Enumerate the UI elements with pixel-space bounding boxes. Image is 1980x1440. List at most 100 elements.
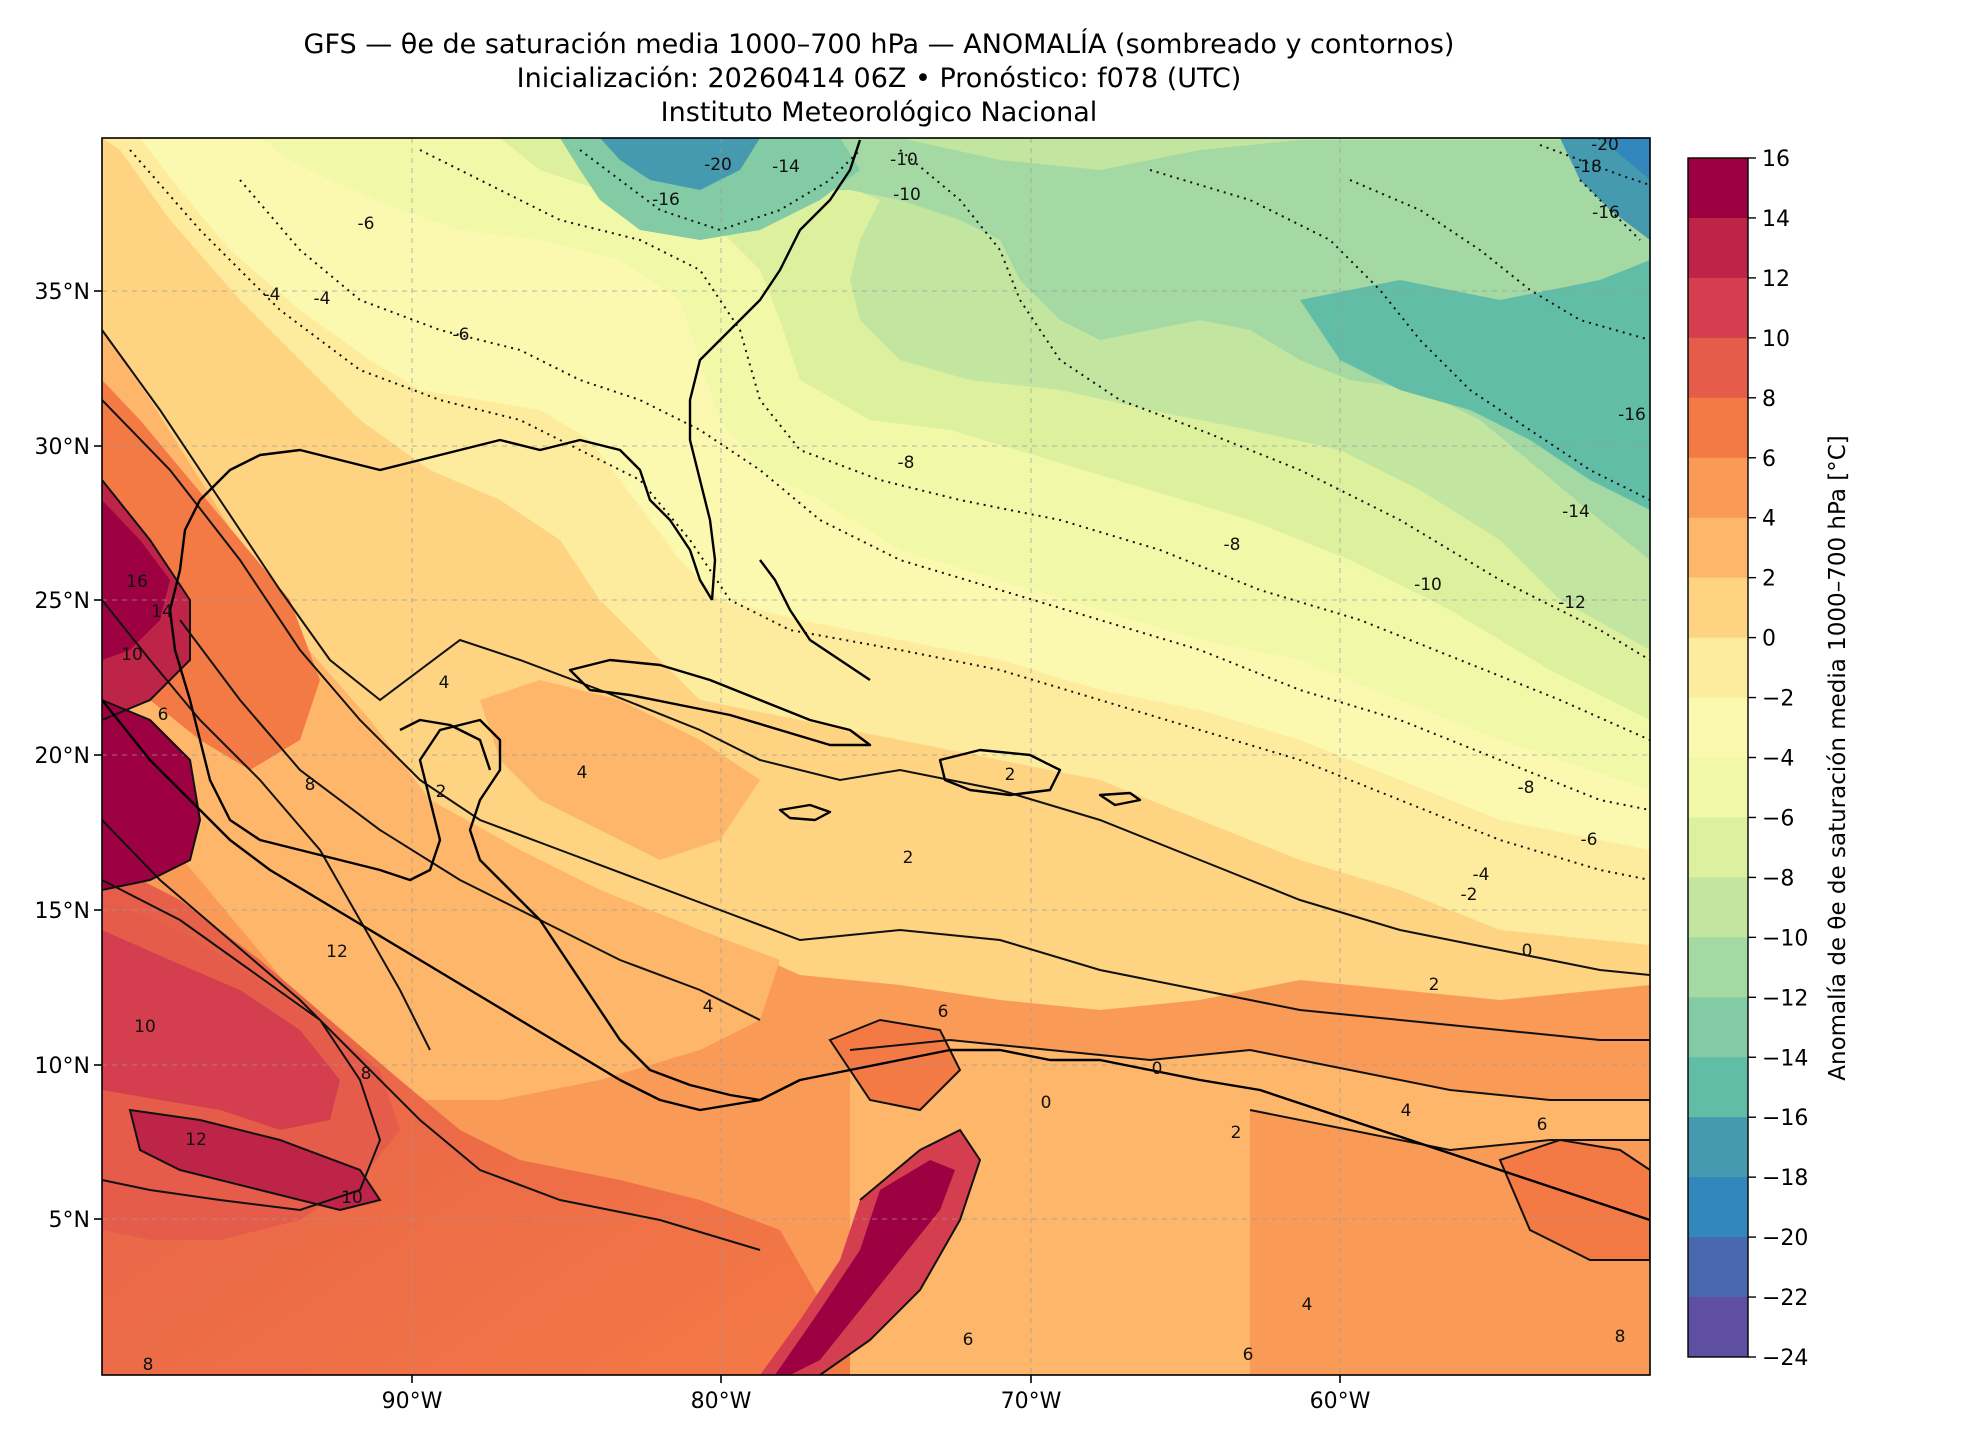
contour-label: -8 [898,453,915,473]
colorbar-segment [1688,277,1748,339]
contour-label: 6 [158,705,169,725]
contour-plus-8-se [1498,1138,1650,1261]
contour-label: -20 [1591,135,1619,155]
title-block: GFS — θe de saturación media 1000–700 hP… [100,28,1658,130]
coast-hispaniola [938,748,1062,797]
contour-label: -14 [1562,502,1590,522]
colorbar-segment [1688,517,1748,579]
colorbar-tick-label: −16 [1762,1106,1808,1131]
colorbar-tick-label: 10 [1762,327,1790,352]
lat-label-25: 25°N [35,589,90,614]
contour-plus-8 [102,819,761,1251]
contour-label: -6 [358,214,375,234]
colorbar-tick-label: −22 [1762,1286,1808,1311]
colorbar-segment [1688,997,1748,1058]
colorbar-segment [1688,457,1748,519]
contour-label: -14 [772,157,800,177]
field-band-plus-16-mexico [102,700,200,890]
contour-minus-12 [1149,169,1650,501]
colorbar-segment [1688,577,1748,639]
coast-central-america-pacific [102,699,761,1112]
field-band-minus-18 [1560,138,1650,240]
lat-label-10: 10°N [35,1054,90,1079]
colorbar-segment [1688,877,1748,938]
colorbar-tick-label: 14 [1762,207,1790,232]
contour-plus-4 [179,619,761,1021]
colorbar-tick-label: −14 [1762,1046,1808,1071]
contour-label: -4 [264,285,281,305]
contour-label: 8 [143,1355,154,1375]
colorbar-tick-label: −8 [1762,866,1794,891]
contour-plus-andes [819,1128,982,1375]
colorbar-tick-label: −18 [1762,1166,1808,1191]
lat-axis: 35°N 30°N 25°N 20°N 15°N 10°N 5°N [35,280,102,1233]
contour-label: 4 [703,997,714,1017]
coast-us-east [688,139,862,601]
contour-label: 8 [305,775,316,795]
coast-bahamas [759,559,871,681]
field-band-minus-14 [560,138,1650,560]
colorbar-segment [1688,1117,1748,1178]
field-band-plus-12-pac [102,930,340,1130]
contour-label: 14 [151,602,173,622]
contour-minus-18 [1539,144,1650,186]
lat-label-15: 15°N [35,899,90,924]
colorbar-tick-label: 2 [1762,567,1776,592]
contour-label: 4 [1401,1101,1412,1121]
lat-label-5: 5°N [49,1208,90,1233]
field-band-plus-8-samerica [1500,1140,1650,1260]
contour-plus-samerica-2 [1249,1109,1650,1152]
coastlines [102,139,1650,1222]
contour-label: 2 [436,782,447,802]
field-band-minus-20 [1600,138,1650,180]
contour-plus-venez [828,1018,962,1112]
coast-gulf-north [168,438,714,882]
colorbar-segment [1688,937,1748,998]
field-band-plus-14-andes [775,1160,955,1375]
lat-label-20: 20°N [35,744,90,769]
contour-label: 6 [938,1002,949,1022]
colorbar: 16 14 12 10 8 6 4 2 0 −2 −4 −6 −8 −10 −12 −14 −16 −18 −20 −… [1687,147,1808,1371]
colorbar-tick-label: −20 [1762,1226,1808,1251]
colorbar-segment [1688,1057,1748,1118]
contour-plus-12-mx [102,479,191,721]
colorbar-title: Anomalía de θe de saturación media 1000–… [1825,435,1851,1080]
colorbar-segment [1688,1237,1748,1298]
contour-label: 2 [1231,1123,1242,1143]
coast-central-america-carib [499,879,761,1102]
contour-label: 16 [126,572,148,592]
contour-label: 0 [1041,1093,1052,1113]
contours-positive [102,329,1650,1375]
contour-label: 8 [1615,1327,1626,1347]
colorbar-tick-label: −10 [1762,926,1808,951]
contour-label: -20 [704,155,732,175]
contour-label: 12 [326,942,348,962]
colorbar-tick-label: −4 [1762,747,1794,772]
colorbar-segment [1688,158,1748,219]
colorbar-segment [1688,397,1748,459]
contour-label: -10 [1414,575,1442,595]
title-line-3: Instituto Meteorológico Nacional [660,97,1098,128]
field-band-plus-4-carib [480,680,760,860]
contours-negative [129,144,1650,881]
contour-label: 0 [1522,941,1533,961]
contour-label: -16 [652,190,680,210]
contour-minus-16-north [579,149,861,232]
lon-label-80: 80°W [691,1389,752,1414]
lon-label-60: 60°W [1310,1389,1371,1414]
colorbar-tick-label: −24 [1762,1346,1808,1371]
contour-label: 10 [121,645,143,665]
colorbar-segment [1688,1297,1748,1358]
contour-label: -16 [1592,203,1620,223]
contour-minus-14 [1349,179,1650,341]
contour-zero [102,329,1650,976]
contour-minus-4 [129,149,1650,881]
contour-label: -4 [314,289,331,309]
colorbar-tick-label: 12 [1762,267,1790,292]
colorbar-tick-label: 6 [1762,447,1776,472]
field-band-plus-4-gulf [102,330,780,1100]
contour-minus-8 [419,149,1650,741]
contour-label: 2 [903,848,914,868]
field-band-plus-8-pac [102,860,860,1375]
